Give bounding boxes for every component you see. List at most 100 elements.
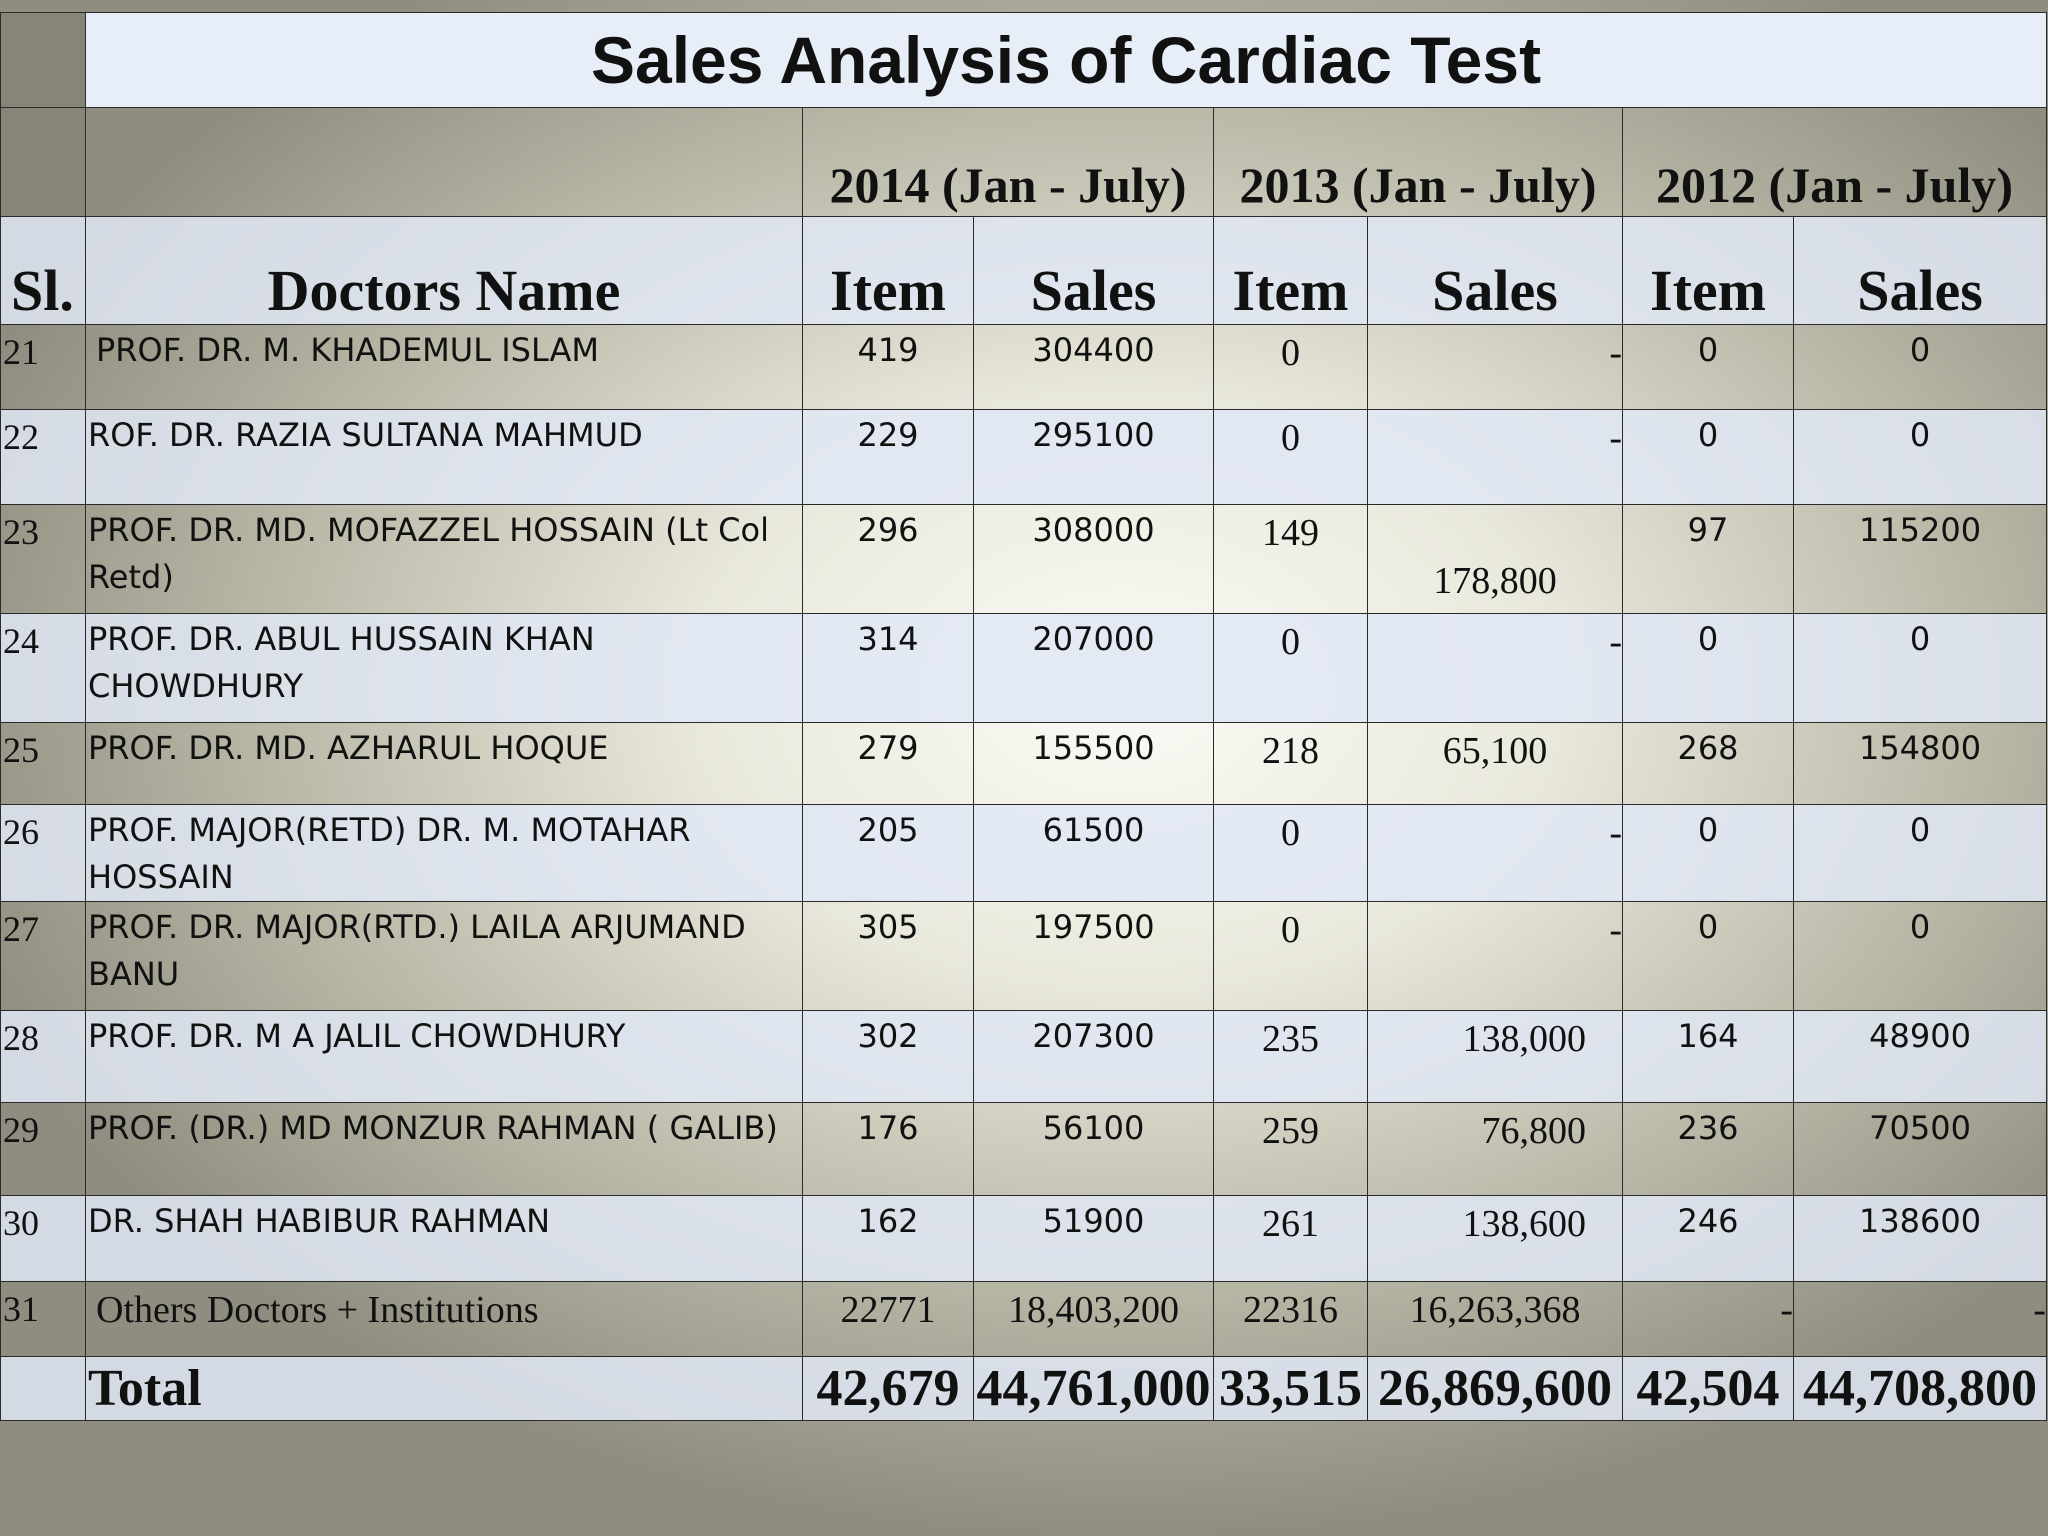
doctor-name-cell: PROF. MAJOR(RETD) DR. M. MOTAHAR HOSSAIN — [85, 804, 803, 902]
doctor-name-cell: PROF. (DR.) MD MONZUR RAHMAN ( GALIB) — [85, 1102, 803, 1196]
item-2014-cell: 22771 — [802, 1281, 974, 1357]
sales-2014-cell: 207000 — [973, 613, 1214, 723]
sales-2013-cell: 65,100 — [1367, 722, 1623, 805]
item-2012-cell: 0 — [1622, 613, 1794, 723]
sl-cell: 23 — [0, 504, 86, 614]
sales-2014-cell: 308000 — [973, 504, 1214, 614]
sl-cell: 29 — [0, 1102, 86, 1196]
sales-2012-cell: 0 — [1792, 409, 2048, 505]
item-2012-cell: 0 — [1622, 804, 1794, 902]
sl-cell: 30 — [0, 1195, 86, 1282]
sales-2013-cell: - — [1367, 613, 1623, 723]
page-title: Sales Analysis of Cardiac Test — [84, 12, 2048, 108]
sales-2013-cell: - — [1367, 409, 1623, 505]
total-item-2014: 42,679 — [802, 1356, 974, 1421]
sales-2012-cell: 115200 — [1792, 504, 2048, 614]
sales-2013-cell: 76,800 — [1367, 1102, 1623, 1196]
item-2014-cell: 296 — [802, 504, 974, 614]
sl-cell: 22 — [0, 409, 86, 505]
sl-header: Sl. — [0, 216, 86, 325]
doctor-name-cell: PROF. DR. M A JALIL CHOWDHURY — [85, 1010, 803, 1103]
doctor-name-cell: Others Doctors + Institutions — [85, 1281, 803, 1357]
sl-cell: 24 — [0, 613, 86, 723]
sl-cell: 26 — [0, 804, 86, 902]
sl-cell — [0, 1356, 86, 1421]
sales-2012-cell: 70500 — [1792, 1102, 2048, 1196]
item-2012-cell: 0 — [1622, 324, 1794, 410]
item-2013-cell: 22316 — [1213, 1281, 1368, 1357]
sales-2012-header: Sales — [1792, 216, 2048, 325]
sales-2014-cell: 51900 — [973, 1195, 1214, 1282]
item-2014-header: Item — [802, 216, 974, 325]
sales-2013-cell: 138,600 — [1367, 1195, 1623, 1282]
item-2013-cell: 0 — [1213, 901, 1368, 1011]
sales-2013-header: Sales — [1367, 216, 1623, 325]
table-row: 22 ROF. DR. RAZIA SULTANA MAHMUD 229 295… — [0, 409, 2048, 505]
item-2014-cell: 314 — [802, 613, 974, 723]
item-2013-header: Item — [1213, 216, 1368, 325]
sales-2012-cell: 0 — [1792, 613, 2048, 723]
table-row: 29 PROF. (DR.) MD MONZUR RAHMAN ( GALIB)… — [0, 1102, 2048, 1196]
total-row: Total 42,679 44,761,000 33,515 26,869,60… — [0, 1356, 2048, 1421]
sales-2014-cell: 304400 — [973, 324, 1214, 410]
item-2012-cell: 236 — [1622, 1102, 1794, 1196]
period-header-row: 2014 (Jan - July) 2013 (Jan - July) 2012… — [0, 107, 2048, 217]
title-row: Sales Analysis of Cardiac Test — [0, 12, 2048, 108]
sales-2012-cell: 0 — [1792, 324, 2048, 410]
sl-cell: 25 — [0, 722, 86, 805]
item-2012-cell: 246 — [1622, 1195, 1794, 1282]
sl-cell: 27 — [0, 901, 86, 1011]
sales-2013-cell: - — [1367, 324, 1623, 410]
item-2014-cell: 302 — [802, 1010, 974, 1103]
item-2013-cell: 218 — [1213, 722, 1368, 805]
table-row: 28 PROF. DR. M A JALIL CHOWDHURY 302 207… — [0, 1010, 2048, 1103]
total-label: Total — [85, 1356, 803, 1421]
corner-cell — [0, 12, 86, 108]
sales-2013-cell: - — [1367, 804, 1623, 902]
sl-cell: 28 — [0, 1010, 86, 1103]
period-2012-header: 2012 (Jan - July) — [1621, 107, 2048, 217]
sales-table: Sales Analysis of Cardiac Test 2014 (Jan… — [0, 12, 2048, 1421]
sl-cell: 21 — [0, 324, 86, 410]
sales-2014-cell: 61500 — [973, 804, 1214, 902]
sales-2012-cell: 0 — [1792, 804, 2048, 902]
item-2014-cell: 205 — [802, 804, 974, 902]
total-sales-2012: 44,708,800 — [1792, 1356, 2048, 1421]
doctor-name-cell: PROF. DR. ABUL HUSSAIN KHAN CHOWDHURY — [85, 613, 803, 723]
total-sales-2013: 26,869,600 — [1367, 1356, 1623, 1421]
item-2013-cell: 0 — [1213, 409, 1368, 505]
item-2013-cell: 235 — [1213, 1010, 1368, 1103]
sales-2013-cell: 178,800 — [1367, 504, 1623, 614]
table-row: 31 Others Doctors + Institutions 22771 1… — [0, 1281, 2048, 1357]
item-2013-cell: 0 — [1213, 324, 1368, 410]
sales-2012-cell: - — [1792, 1281, 2048, 1357]
item-2012-header: Item — [1622, 216, 1794, 325]
item-2014-cell: 279 — [802, 722, 974, 805]
sales-2012-cell: 48900 — [1792, 1010, 2048, 1103]
sales-2014-cell: 18,403,200 — [973, 1281, 1214, 1357]
doctor-name-cell: DR. SHAH HABIBUR RAHMAN — [85, 1195, 803, 1282]
item-2012-cell: 164 — [1622, 1010, 1794, 1103]
item-2012-cell: 0 — [1622, 409, 1794, 505]
doctor-name-cell: PROF. DR. MAJOR(RTD.) LAILA ARJUMAND BAN… — [85, 901, 803, 1011]
period-2014-header: 2014 (Jan - July) — [802, 107, 1214, 217]
sales-2014-cell: 155500 — [973, 722, 1214, 805]
table-row: 24 PROF. DR. ABUL HUSSAIN KHAN CHOWDHURY… — [0, 613, 2048, 723]
item-2013-cell: 0 — [1213, 804, 1368, 902]
item-2014-cell: 419 — [802, 324, 974, 410]
sales-2014-cell: 295100 — [973, 409, 1214, 505]
sales-2014-header: Sales — [973, 216, 1214, 325]
item-2013-cell: 149 — [1213, 504, 1368, 614]
corner-cell — [0, 107, 86, 217]
item-2012-cell: - — [1622, 1281, 1794, 1357]
doctor-name-cell: PROF. DR. MD. MOFAZZEL HOSSAIN (Lt Col R… — [85, 504, 803, 614]
total-sales-2014: 44,761,000 — [973, 1356, 1214, 1421]
sales-2013-cell: 16,263,368 — [1367, 1281, 1623, 1357]
total-item-2013: 33,515 — [1213, 1356, 1368, 1421]
item-2014-cell: 176 — [802, 1102, 974, 1196]
item-2012-cell: 268 — [1622, 722, 1794, 805]
item-2013-cell: 0 — [1213, 613, 1368, 723]
doctor-name-cell: PROF. DR. M. KHADEMUL ISLAM — [85, 324, 803, 410]
item-2012-cell: 0 — [1622, 901, 1794, 1011]
doctor-name-cell: ROF. DR. RAZIA SULTANA MAHMUD — [85, 409, 803, 505]
